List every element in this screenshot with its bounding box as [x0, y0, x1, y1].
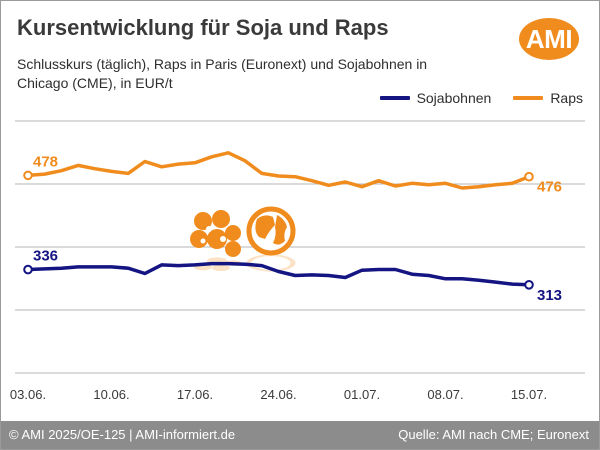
value-labels: 336 313 478 476 — [33, 153, 562, 303]
start-value-label: 478 — [33, 153, 58, 170]
end-value-label: 313 — [537, 287, 562, 304]
end-value-label: 476 — [537, 179, 562, 196]
line-chart: 336 313 478 476 03.06. 10.06. 17.06. 24.06. 01.… — [10, 120, 585, 402]
legend-item-soja: Sojabohnen — [379, 90, 492, 106]
legend-item-raps: Raps — [513, 90, 583, 106]
footer-bar: © AMI 2025/OE-125 | AMI-informiert.de Qu… — [1, 421, 599, 449]
start-value-label: 336 — [33, 248, 58, 265]
flower-icon — [190, 210, 241, 257]
start-marker — [23, 170, 33, 181]
series-line-soja — [26, 261, 531, 287]
footer-source: Quelle: AMI nach CME; Euronext — [398, 427, 589, 442]
ami-logo: AMI — [519, 18, 579, 60]
x-tick-labels: 03.06. 10.06. 17.06. 24.06. 01.07. 08.07. 15.0… — [10, 387, 547, 402]
start-marker — [23, 264, 33, 275]
x-tick-label: 10.06. — [93, 387, 129, 402]
series-lines — [23, 151, 534, 290]
chart-title: Kursentwicklung für Soja und Raps — [17, 15, 389, 40]
series-line-raps — [26, 151, 531, 190]
legend-swatch-soja — [379, 96, 410, 100]
x-tick-label: 08.07. — [427, 387, 463, 402]
x-tick-label: 15.07. — [511, 387, 547, 402]
x-tick-label: 03.06. — [10, 387, 46, 402]
decorative-icons — [190, 206, 296, 272]
legend: Sojabohnen Raps — [379, 90, 583, 106]
legend-label-raps: Raps — [550, 90, 583, 106]
footer-copyright: © AMI 2025/OE-125 | AMI-informiert.de — [9, 427, 236, 442]
grid-lines — [15, 120, 585, 374]
legend-swatch-raps — [513, 96, 544, 100]
globe-icon — [246, 206, 296, 256]
end-marker — [524, 280, 534, 290]
x-tick-label: 01.07. — [344, 387, 380, 402]
x-tick-label: 24.06. — [260, 387, 296, 402]
legend-label-soja: Sojabohnen — [416, 90, 492, 106]
x-tick-label: 17.06. — [177, 387, 213, 402]
chart-subtitle: Schlusskurs (täglich), Raps in Paris (Eu… — [17, 56, 428, 91]
end-marker — [524, 171, 534, 182]
